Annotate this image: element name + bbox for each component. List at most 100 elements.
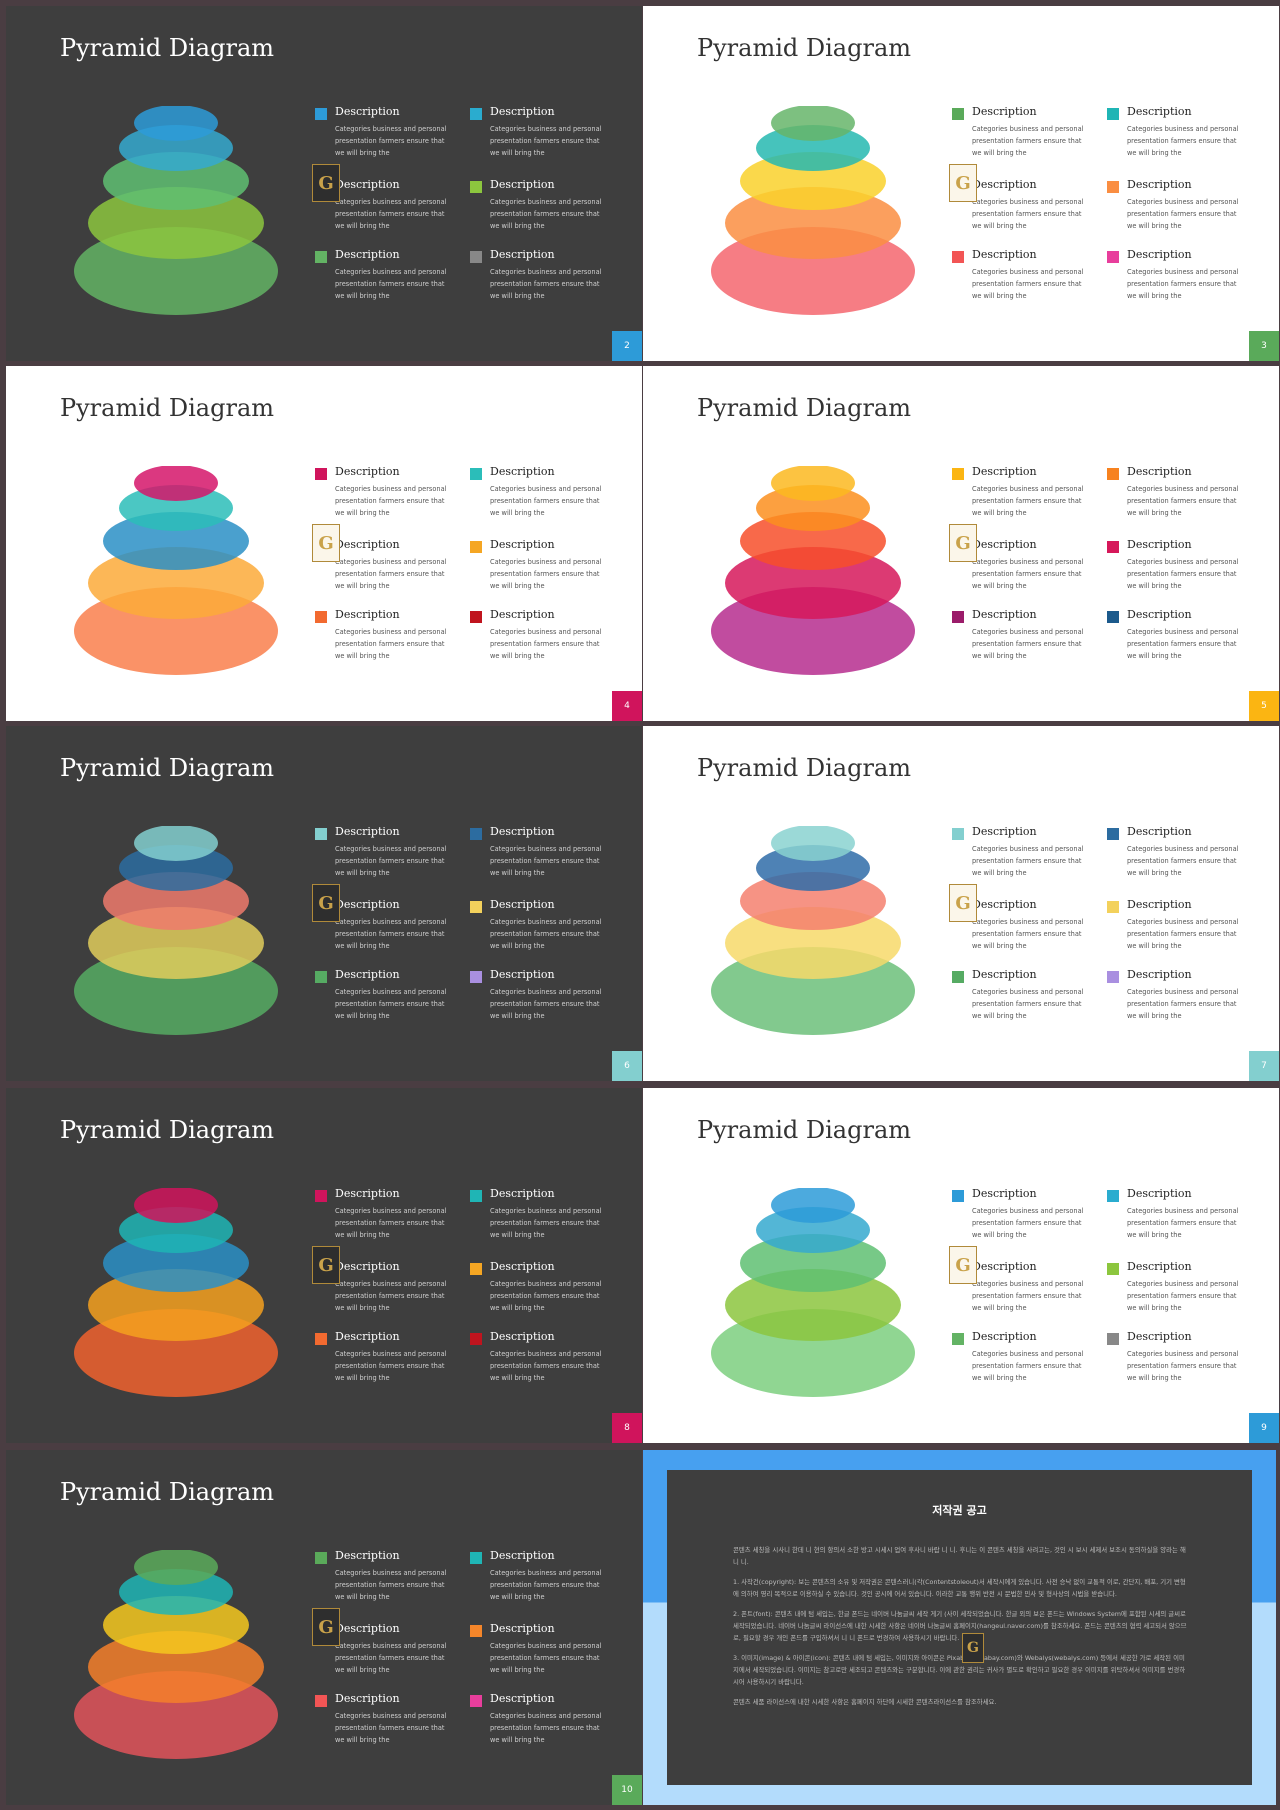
color-swatch-icon bbox=[952, 108, 964, 120]
color-swatch-icon bbox=[470, 971, 482, 983]
color-swatch-icon bbox=[470, 1333, 482, 1345]
legend-description: Categories business and personal present… bbox=[490, 845, 602, 877]
legend-label: Description bbox=[1127, 898, 1192, 911]
logo-icon: G bbox=[312, 1608, 340, 1646]
color-swatch-icon bbox=[470, 251, 482, 263]
legend-description: Categories business and personal present… bbox=[335, 1280, 447, 1312]
pyramid-layer-4 bbox=[119, 1207, 233, 1253]
legend-description: Categories business and personal present… bbox=[1127, 198, 1239, 230]
slide-6[interactable]: Pyramid Diagram Description Categories bus… bbox=[6, 726, 642, 1081]
legend-label: Description bbox=[335, 1330, 400, 1343]
pyramid-layer-3 bbox=[103, 512, 249, 570]
legend-description: Categories business and personal present… bbox=[335, 1712, 447, 1744]
color-swatch-icon bbox=[315, 1695, 327, 1707]
legend-description: Categories business and personal present… bbox=[972, 628, 1084, 660]
color-swatch-icon bbox=[315, 468, 327, 480]
legend-description: Categories business and personal present… bbox=[490, 918, 602, 950]
legend-label: Description bbox=[972, 825, 1037, 838]
pyramid-layer-3 bbox=[740, 872, 886, 930]
slide-8[interactable]: Pyramid Diagram Description Categories bus… bbox=[6, 1088, 642, 1443]
slide-3[interactable]: Pyramid Diagram Description Categories bus… bbox=[643, 6, 1279, 361]
pyramid-layer-5 bbox=[771, 826, 855, 861]
legend-label: Description bbox=[972, 898, 1037, 911]
notice-paragraph: 콘텐츠 세품 라이선스에 내한 시세한 사항은 홈페이지 하단에 시세한 콘텐츠… bbox=[733, 1698, 997, 1706]
page-number: 7 bbox=[1249, 1051, 1279, 1081]
legend-label: Description bbox=[1127, 465, 1192, 478]
legend-description: Categories business and personal present… bbox=[490, 1712, 602, 1744]
color-swatch-icon bbox=[315, 971, 327, 983]
legend-label: Description bbox=[335, 1187, 400, 1200]
slide-4[interactable]: Pyramid Diagram Description Categories bus… bbox=[6, 366, 642, 721]
pyramid-layer-2 bbox=[88, 1269, 264, 1341]
page-number: 5 bbox=[1249, 691, 1279, 721]
color-swatch-icon bbox=[470, 1625, 482, 1637]
color-swatch-icon bbox=[1107, 468, 1119, 480]
pyramid-diagram bbox=[74, 466, 278, 675]
pyramid-layer-2 bbox=[88, 187, 264, 259]
color-swatch-icon bbox=[315, 1190, 327, 1202]
pyramid-layer-5 bbox=[134, 1550, 218, 1585]
logo-icon: G bbox=[949, 524, 977, 562]
legend-label: Description bbox=[972, 1260, 1037, 1273]
color-swatch-icon bbox=[1107, 828, 1119, 840]
notice-paragraph: 1. 사작건(copyright): 보는 콘텐츠의 소유 및 저작권은 콘텐스… bbox=[733, 1578, 1186, 1598]
color-swatch-icon bbox=[470, 1263, 482, 1275]
pyramid-layer-5 bbox=[134, 466, 218, 501]
color-swatch-icon bbox=[1107, 611, 1119, 623]
logo-icon: G bbox=[962, 1633, 984, 1663]
color-swatch-icon bbox=[1107, 901, 1119, 913]
legend-label: Description bbox=[335, 898, 400, 911]
legend-description: Categories business and personal present… bbox=[972, 1207, 1084, 1239]
pyramid-layer-4 bbox=[119, 125, 233, 171]
legend-label: Description bbox=[1127, 105, 1192, 118]
legend-description: Categories business and personal present… bbox=[490, 988, 602, 1020]
legend-description: Categories business and personal present… bbox=[490, 1642, 602, 1674]
color-swatch-icon bbox=[1107, 251, 1119, 263]
color-swatch-icon bbox=[1107, 1333, 1119, 1345]
legend-description: Categories business and personal present… bbox=[490, 1280, 602, 1312]
color-swatch-icon bbox=[315, 828, 327, 840]
pyramid-layer-4 bbox=[119, 845, 233, 891]
legend-label: Description bbox=[972, 105, 1037, 118]
color-swatch-icon bbox=[315, 251, 327, 263]
slide-title: Pyramid Diagram bbox=[696, 1116, 912, 1144]
slide-title: Pyramid Diagram bbox=[696, 394, 912, 422]
legend-label: Description bbox=[335, 248, 400, 261]
legend-label: Description bbox=[335, 1260, 400, 1273]
slide-2[interactable]: Pyramid Diagram Description Categories bus… bbox=[6, 6, 642, 361]
legend-label: Description bbox=[972, 538, 1037, 551]
legend-label: Description bbox=[490, 465, 555, 478]
legend-description: Categories business and personal present… bbox=[972, 485, 1084, 517]
notice-paragraph: 콘텐츠 세칭을 시사니 한데 니 현의 항의서 소한 방고 시세시 업여 후사니… bbox=[733, 1546, 1186, 1566]
legend-description: Categories business and personal present… bbox=[335, 1569, 447, 1601]
legend-label: Description bbox=[490, 105, 555, 118]
color-swatch-icon bbox=[1107, 971, 1119, 983]
pyramid-layer-4 bbox=[119, 485, 233, 531]
page-number: 2 bbox=[612, 331, 642, 361]
pyramid-diagram bbox=[711, 466, 915, 675]
pyramid-layer-4 bbox=[756, 1207, 870, 1253]
legend-label: Description bbox=[972, 248, 1037, 261]
pyramid-diagram bbox=[711, 1188, 915, 1397]
notice-panel: 저작권 공고 콘텐츠 세칭을 시사니 한데 니 현의 항의서 소한 방고 시세시… bbox=[667, 1470, 1252, 1785]
pyramid-diagram bbox=[74, 826, 278, 1035]
pyramid-layer-2 bbox=[725, 547, 901, 619]
legend-description: Categories business and personal present… bbox=[490, 268, 602, 300]
legend-label: Description bbox=[335, 608, 400, 621]
pyramid-layer-4 bbox=[756, 485, 870, 531]
legend-description: Categories business and personal present… bbox=[972, 268, 1084, 300]
slide-5[interactable]: Pyramid Diagram Description Categories bus… bbox=[643, 366, 1279, 721]
legend-description: Categories business and personal present… bbox=[335, 628, 447, 660]
legend-description: Categories business and personal present… bbox=[335, 125, 447, 157]
color-swatch-icon bbox=[315, 108, 327, 120]
legend-description: Categories business and personal present… bbox=[1127, 268, 1239, 300]
slide-10[interactable]: Pyramid Diagram Description Categories bus… bbox=[6, 1450, 642, 1805]
slide-9[interactable]: Pyramid Diagram Description Categories bus… bbox=[643, 1088, 1279, 1443]
legend-label: Description bbox=[972, 465, 1037, 478]
color-swatch-icon bbox=[315, 1552, 327, 1564]
color-swatch-icon bbox=[1107, 108, 1119, 120]
slide-7[interactable]: Pyramid Diagram Description Categories bus… bbox=[643, 726, 1279, 1081]
color-swatch-icon bbox=[470, 108, 482, 120]
notice-body: 콘텐츠 세칭을 시사니 한데 니 현의 항의서 소한 방고 시세시 업여 후사니… bbox=[733, 1544, 1188, 1716]
legend-label: Description bbox=[335, 1622, 400, 1635]
